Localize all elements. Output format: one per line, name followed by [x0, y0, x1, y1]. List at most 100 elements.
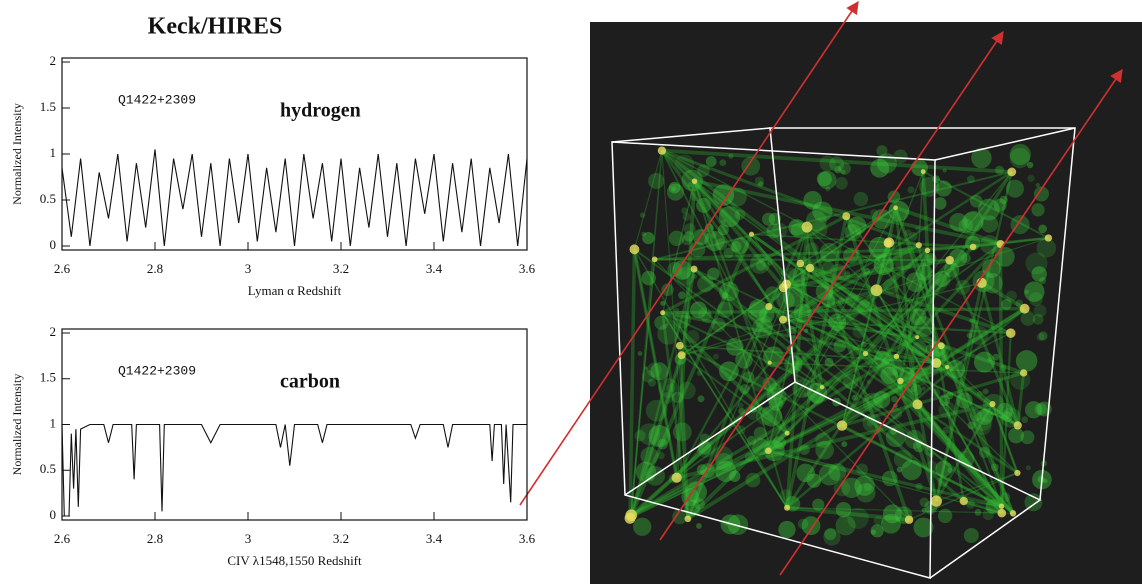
filament	[895, 356, 1018, 474]
halo	[881, 393, 887, 399]
halo	[715, 238, 728, 251]
halo	[1038, 331, 1048, 341]
filament	[894, 205, 1002, 246]
filament	[841, 424, 1003, 508]
filament	[768, 306, 942, 347]
halo	[961, 211, 984, 234]
halo	[721, 292, 729, 299]
halo	[793, 303, 812, 322]
cluster	[862, 350, 869, 357]
halo	[658, 378, 679, 398]
cluster	[893, 205, 898, 211]
halo	[841, 477, 862, 498]
filament	[680, 268, 696, 356]
halo	[697, 395, 705, 403]
halo	[838, 162, 851, 175]
halo	[646, 362, 662, 378]
halo	[825, 186, 831, 192]
halo	[758, 181, 764, 187]
filament	[750, 232, 994, 406]
filament	[991, 403, 1019, 474]
halo	[642, 370, 655, 383]
halo	[982, 388, 989, 395]
halo	[816, 387, 821, 392]
filament	[786, 283, 948, 368]
simulation-image	[590, 22, 1142, 584]
filament	[864, 352, 1015, 515]
filament	[674, 181, 697, 478]
halo	[942, 426, 950, 434]
halo	[763, 440, 785, 462]
halo	[851, 394, 859, 401]
halo	[727, 514, 749, 535]
halo	[1024, 281, 1045, 302]
halo	[976, 408, 993, 425]
x-tick-label: 2.6	[54, 261, 71, 276]
filament	[630, 355, 898, 517]
x-tick-label: 3.4	[426, 261, 443, 276]
filament	[630, 150, 663, 516]
halo	[982, 508, 994, 521]
halo	[799, 444, 810, 455]
filament	[767, 361, 938, 453]
filament	[916, 335, 1025, 375]
halo	[714, 446, 733, 466]
halo	[870, 529, 877, 535]
halo	[1015, 299, 1024, 308]
halo	[726, 338, 744, 356]
halo	[1025, 252, 1048, 275]
cluster	[904, 515, 914, 524]
filament	[782, 318, 918, 339]
halo	[856, 483, 876, 503]
cluster	[989, 400, 996, 408]
filament	[768, 305, 1019, 475]
halo	[748, 299, 767, 317]
halo	[935, 180, 952, 197]
x-axis-label: CIV λ1548,1550 Redshift	[227, 553, 362, 568]
cluster	[912, 399, 923, 410]
halo	[738, 407, 746, 415]
filament	[894, 207, 1015, 514]
filament	[935, 171, 1013, 502]
halo	[727, 187, 747, 207]
halo	[778, 520, 796, 539]
filament	[922, 170, 1049, 239]
filament	[940, 345, 1003, 507]
halo	[938, 508, 953, 524]
cluster	[765, 447, 772, 455]
filament	[963, 499, 1003, 515]
cluster	[690, 265, 698, 273]
filament	[693, 179, 785, 289]
halo	[766, 382, 785, 401]
halo	[762, 212, 776, 226]
halo	[747, 301, 767, 322]
halo	[908, 365, 930, 387]
y-tick-label: 0.5	[40, 191, 56, 206]
filament	[991, 403, 1019, 474]
halo	[835, 177, 848, 190]
halo	[960, 253, 971, 264]
halo	[932, 175, 940, 184]
halo	[776, 291, 795, 310]
filament	[841, 307, 1026, 428]
halo	[697, 275, 714, 293]
halo	[905, 272, 926, 293]
halo	[891, 395, 898, 403]
filament	[661, 149, 919, 406]
filament	[798, 263, 824, 388]
y-tick-label: 1.5	[40, 99, 56, 114]
filament	[767, 267, 811, 452]
halo	[696, 197, 712, 213]
halo	[778, 424, 792, 438]
halo	[787, 268, 807, 288]
filament	[660, 149, 949, 369]
halo	[647, 378, 657, 387]
halo	[744, 452, 754, 462]
filament	[661, 149, 920, 247]
cluster	[931, 358, 942, 369]
halo	[990, 463, 999, 472]
halo	[915, 226, 920, 231]
halo	[873, 516, 884, 526]
cluster	[1009, 510, 1017, 517]
halo	[874, 350, 891, 367]
